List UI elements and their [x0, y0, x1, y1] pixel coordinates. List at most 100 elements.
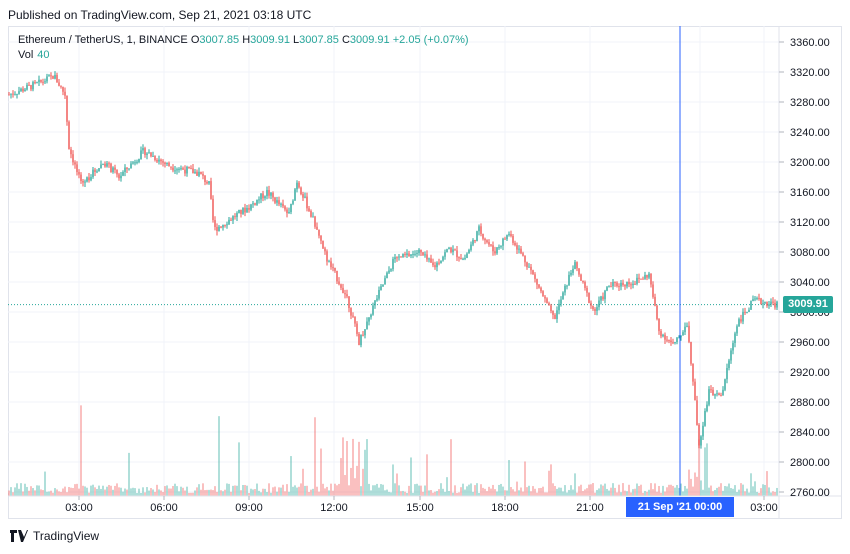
candle-body — [576, 262, 578, 269]
candle-body — [64, 91, 66, 96]
volume-bar — [266, 492, 268, 496]
volume-bar — [96, 488, 98, 496]
volume-bar — [722, 490, 724, 496]
volume-bar — [154, 491, 156, 496]
candle-body — [574, 262, 576, 269]
time-axis: 03:00 06:00 09:00 12:00 15:00 18:00 21:00 03:00 — [65, 496, 778, 514]
candle-body — [48, 75, 50, 77]
candle-body — [340, 284, 342, 288]
volume-bar — [68, 486, 70, 496]
volume-bar — [256, 483, 258, 496]
candle-body — [30, 85, 32, 90]
volume-bar — [244, 484, 246, 496]
volume-bar — [208, 489, 210, 496]
price-tick-label: 3360.00 — [790, 37, 830, 49]
time-tick-label: 06:00 — [150, 502, 178, 514]
candle-body — [164, 162, 166, 164]
volume-bar — [290, 456, 292, 496]
last-price-tag: 3009.91 — [783, 296, 833, 313]
candle-body — [144, 148, 146, 155]
volume-bar — [320, 448, 322, 496]
candle-body — [628, 281, 630, 285]
volume-bar — [192, 492, 194, 496]
volume-bar — [118, 487, 120, 496]
volume-bar — [464, 489, 466, 496]
candle-body — [486, 240, 488, 243]
candle-body — [32, 82, 34, 90]
candle-body — [540, 287, 542, 292]
price-tick-label: 3080.00 — [790, 247, 830, 259]
open-label: O — [190, 34, 200, 46]
volume-bar — [286, 484, 288, 496]
candle-body — [598, 300, 600, 308]
candle-body — [228, 219, 230, 225]
volume-bar — [622, 483, 624, 496]
volume-bar — [438, 489, 440, 496]
candle-body — [174, 170, 176, 172]
high-label: H — [242, 34, 251, 46]
candle-body — [698, 424, 700, 446]
candle-body — [178, 168, 180, 170]
volume-bar — [346, 440, 348, 496]
candle-body — [390, 269, 392, 271]
volume-bar — [672, 485, 674, 496]
symbol-name: Ethereum / TetherUS, 1, BINANCE — [18, 34, 188, 46]
volume-bar — [180, 486, 182, 496]
candle-body — [476, 231, 478, 242]
volume-bar — [692, 486, 694, 496]
candle-body — [742, 311, 744, 322]
candle-body — [28, 84, 30, 86]
candle-body — [206, 182, 208, 184]
candle-body — [46, 76, 48, 82]
volume-bar — [132, 487, 134, 496]
candle-body — [630, 284, 632, 286]
candle-body — [548, 303, 550, 306]
footer-brand[interactable]: TradingView — [10, 529, 99, 543]
volume-label: Vol — [18, 49, 34, 61]
volume-bar — [536, 492, 538, 496]
candle-body — [678, 337, 680, 339]
time-tick-label: 18:00 — [491, 502, 519, 514]
candle-body — [422, 252, 424, 255]
volume-bar — [236, 485, 238, 496]
volume-bar — [560, 487, 562, 496]
volume-bar — [88, 492, 90, 496]
time-tick-label: 03:00 — [65, 502, 93, 514]
candle-body — [350, 308, 352, 316]
volume-bar — [738, 489, 740, 496]
volume-bar — [588, 484, 590, 496]
candle-body — [194, 171, 196, 174]
candlestick-chart[interactable]: 3360.00 3320.00 3280.00 3240.00 3200.00 3160.… — [8, 26, 842, 519]
candle-body — [252, 203, 254, 205]
volume-bar — [332, 490, 334, 496]
volume-bar — [668, 484, 670, 496]
candle-body — [62, 86, 64, 92]
volume-bar — [500, 483, 502, 496]
candle-body — [656, 305, 658, 319]
candle-body — [562, 292, 564, 300]
candle-body — [626, 281, 628, 287]
price-tick-label: 3040.00 — [790, 277, 830, 289]
candle-body — [304, 196, 306, 198]
candle-body — [754, 298, 756, 300]
volume-bar — [308, 491, 310, 496]
candle-body — [436, 262, 438, 268]
volume-bar — [604, 483, 606, 496]
volume-bar — [196, 487, 198, 496]
candle-body — [716, 393, 718, 395]
candle-body — [618, 286, 620, 288]
volume-bar — [120, 487, 122, 496]
candle-body — [378, 289, 380, 299]
volume-bar — [144, 492, 146, 496]
candle-body — [68, 121, 70, 150]
volume-bar — [300, 483, 302, 496]
volume-bar — [392, 464, 394, 496]
low-label: L — [293, 34, 300, 46]
volume-bar — [64, 486, 66, 496]
volume-bar — [184, 490, 186, 496]
volume-bar — [760, 488, 762, 496]
volume-bar — [336, 485, 338, 496]
price-tick-label: 2760.00 — [790, 487, 830, 499]
volume-bar — [364, 449, 366, 496]
volume-bar — [378, 487, 380, 496]
